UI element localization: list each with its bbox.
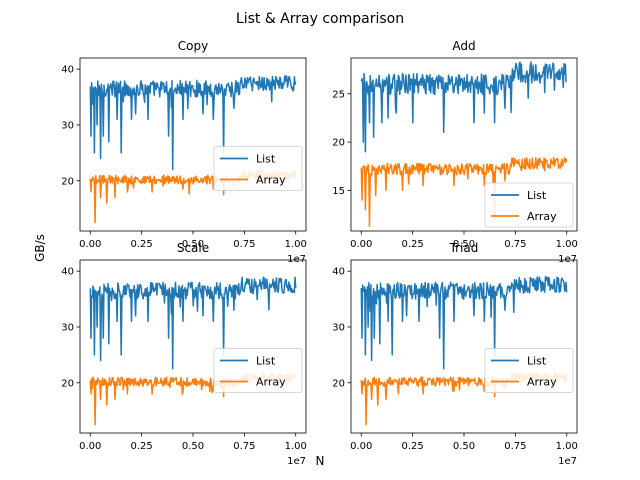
series-line-list [360,276,568,370]
legend-label-array: Array [527,210,557,223]
x-tick-label: 0.25 [402,441,424,452]
x-tick-label: 0.75 [233,441,255,452]
y-tick-label: 25 [332,89,345,100]
x-tick-label: 0.50 [453,239,475,250]
y-tick-label: 30 [332,322,345,333]
x-offset-label: 1e7 [287,456,306,467]
legend: List Array [213,146,303,191]
x-tick-label: 0.00 [350,441,372,452]
legend-label-array: Array [256,376,286,389]
subplot-title: Triad [449,241,479,255]
y-tick-label: 20 [332,138,345,149]
x-tick-label: 0.00 [350,239,372,250]
subplot-title: Add [452,39,475,53]
series-line-list [360,61,568,153]
series-line-list [89,75,297,171]
x-tick-label: 0.75 [504,239,526,250]
x-tick-label: 0.50 [182,441,204,452]
y-tick-label: 20 [61,378,74,389]
x-offset-label: 1e7 [558,456,577,467]
y-tick-label: 20 [61,176,74,187]
x-offset-label: 1e7 [287,254,306,265]
y-tick-label: 30 [61,322,74,333]
series-line-list [89,276,297,370]
legend-label-array: Array [256,174,286,187]
legend-label-list: List [256,355,276,368]
subplot-add: 0.00 0.25 0.50 0.75 1.00 15 20 25 1e7 Add List Arra… [332,39,578,265]
y-tick-label: 40 [61,65,74,76]
x-tick-label: 0.50 [453,441,475,452]
subplot-title: Copy [178,39,208,53]
x-tick-label: 0.00 [79,239,101,250]
x-tick-label: 1.00 [285,441,307,452]
legend: List Array [213,348,303,393]
x-tick-label: 1.00 [556,239,578,250]
x-tick-label: 0.00 [79,441,101,452]
subplot-title: Scale [177,241,209,255]
x-tick-label: 0.25 [131,239,153,250]
figure-suptitle: List & Array comparison [236,11,404,27]
legend-label-list: List [256,153,276,166]
legend: List Array [484,182,574,228]
subplot-triad: 0.00 0.25 0.50 0.75 1.00 20 30 40 1e7 Triad List Ar… [332,241,578,467]
subplot-copy: 0.00 0.25 0.50 0.75 1.00 20 30 40 1e7 Copy List Arr… [61,39,307,265]
x-tick-label: 1.00 [285,239,307,250]
y-tick-label: 40 [332,267,345,278]
x-offset-label: 1e7 [558,254,577,265]
legend: List Array [484,348,574,393]
x-tick-label: 0.25 [131,441,153,452]
legend-label-list: List [527,189,547,202]
y-tick-label: 30 [61,120,74,131]
legend-label-list: List [527,355,547,368]
series-line-array [360,156,568,227]
subplot-scale: 0.00 0.25 0.50 0.75 1.00 20 30 40 1e7 Scale List Ar… [61,241,307,467]
x-tick-label: 1.00 [556,441,578,452]
figure-xlabel: N [316,454,325,468]
x-tick-label: 0.50 [182,239,204,250]
x-tick-label: 0.75 [233,239,255,250]
x-tick-label: 0.75 [504,441,526,452]
subplot-grid: 0.00 0.25 0.50 0.75 1.00 20 30 40 1e7 Copy List Arr… [61,39,578,467]
x-tick-label: 0.25 [402,239,424,250]
figure-ylabel: GB/s [33,234,47,262]
y-tick-label: 15 [332,186,345,197]
plot-area [360,61,568,227]
y-tick-label: 40 [61,267,74,278]
legend-label-array: Array [527,376,557,389]
y-tick-label: 20 [332,378,345,389]
